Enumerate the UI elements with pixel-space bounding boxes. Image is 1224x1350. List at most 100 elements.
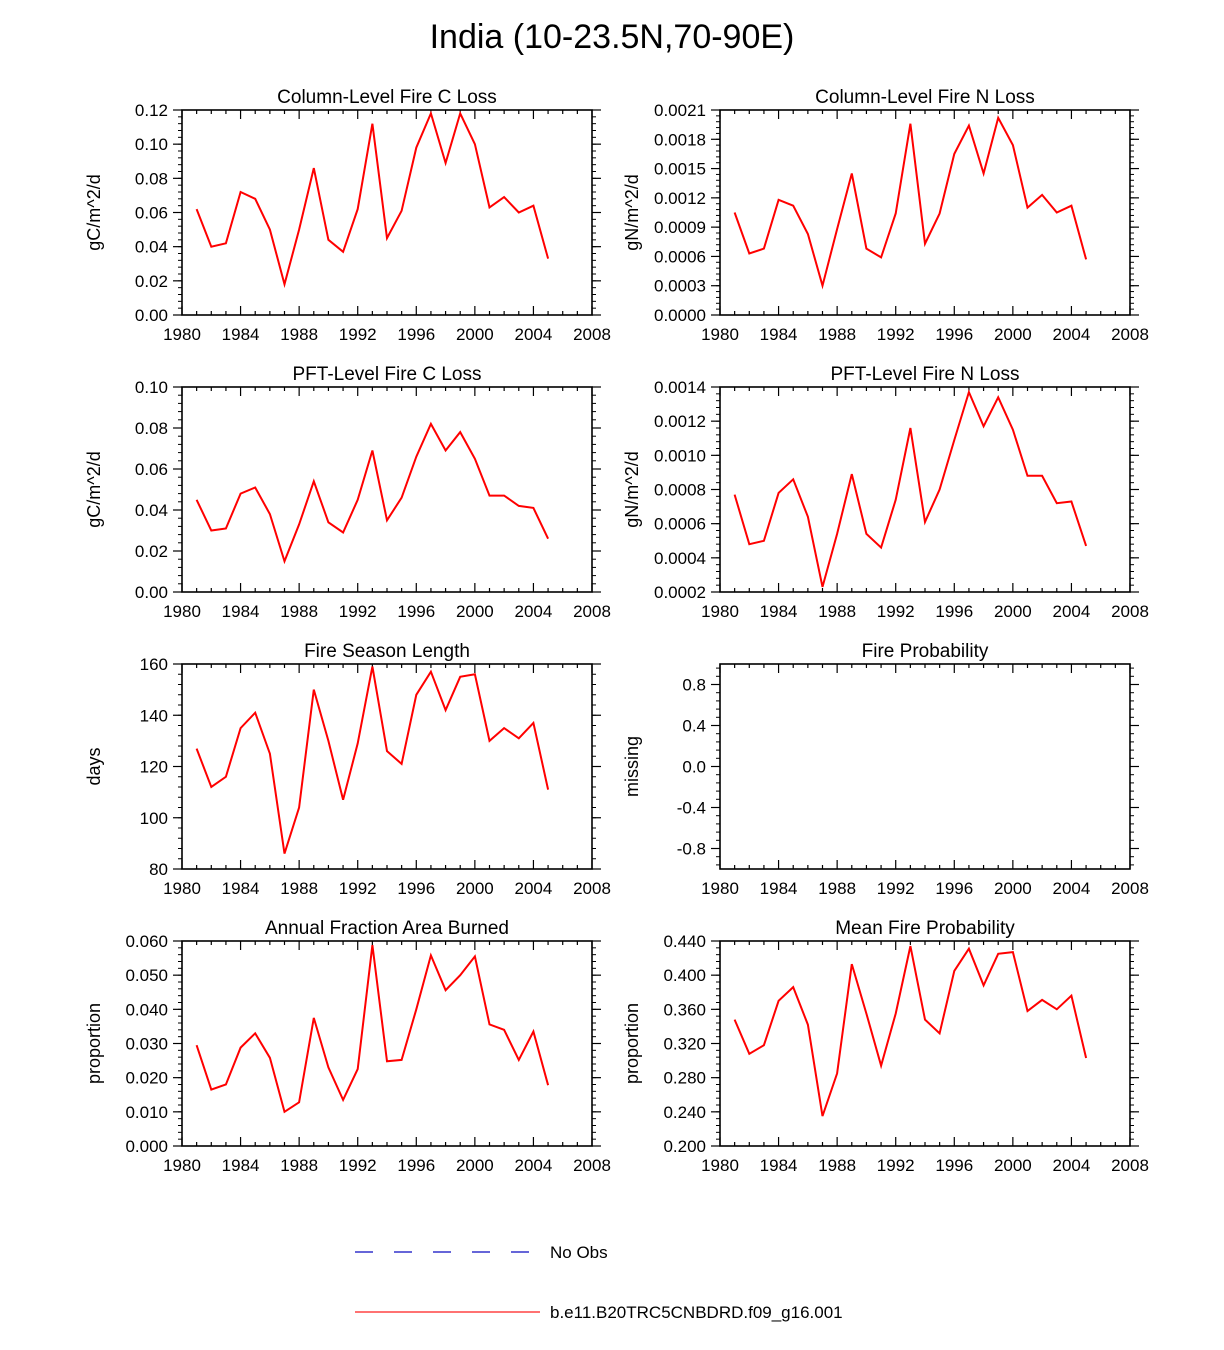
y-tick-label: 0.0015 (654, 160, 706, 179)
x-tick-label: 1980 (163, 325, 201, 344)
y-tick-label: 0.02 (135, 542, 168, 561)
legend-label: b.e11.B20TRC5CNBDRD.f09_g16.001 (550, 1303, 843, 1322)
y-axis-label: missing (622, 736, 642, 797)
plot-frame (719, 663, 1131, 870)
chart-panel-8: Mean Fire Probability 1980 1984 1988 1992 199… (622, 918, 1149, 1175)
y-tick-label: 0.0006 (654, 247, 706, 266)
y-tick-label: 0.400 (663, 966, 706, 985)
y-tick-label: 0.0006 (654, 515, 706, 534)
y-tick-label: 0.050 (125, 966, 168, 985)
chart-panel-2: Column-Level Fire N Loss 1980 1984 1988 1992… (622, 87, 1149, 344)
x-tick-label: 2000 (994, 325, 1032, 344)
x-tick-label: 1984 (760, 879, 798, 898)
y-axis-label: gN/m^2/d (622, 174, 642, 250)
x-tick-label: 2004 (515, 1156, 553, 1175)
x-tick-label: 2004 (1053, 325, 1091, 344)
y-tick-label: 0.0012 (654, 412, 706, 431)
y-tick-label: 0.12 (135, 101, 168, 120)
y-axis-label: days (84, 747, 104, 785)
y-tick-label: 0.10 (135, 135, 168, 154)
y-tick-label: 0.0014 (654, 378, 706, 397)
series-line (733, 115, 1088, 290)
y-tick-label: 0.000 (125, 1137, 168, 1156)
x-tick-label: 1992 (877, 879, 915, 898)
series-line (195, 421, 550, 565)
y-tick-label: 0.0004 (654, 549, 706, 568)
y-tick-label: -0.8 (677, 840, 706, 859)
x-tick-label: 1992 (339, 325, 377, 344)
x-tick-label: 1988 (818, 602, 856, 621)
x-tick-label: 2004 (1053, 602, 1091, 621)
chart-panel-5: Fire Season Length 1980 1984 1988 1992 1996 20… (84, 641, 611, 898)
x-tick-label: 1980 (701, 602, 739, 621)
x-tick-label: 1984 (760, 1156, 798, 1175)
x-tick-label: 1984 (760, 602, 798, 621)
x-tick-label: 1992 (877, 1156, 915, 1175)
x-tick-label: 1988 (818, 879, 856, 898)
x-tick-label: 2008 (1111, 1156, 1149, 1175)
y-tick-label: 140 (140, 706, 168, 725)
plot-frame (181, 386, 593, 593)
x-tick-label: 1980 (701, 1156, 739, 1175)
x-tick-label: 1996 (397, 602, 435, 621)
x-tick-label: 2008 (1111, 879, 1149, 898)
x-tick-label: 2000 (994, 1156, 1032, 1175)
plot-frame (181, 109, 593, 316)
x-tick-label: 1988 (818, 325, 856, 344)
chart-panel-6: Fire Probability 1980 1984 1988 1992 1996 2000… (622, 641, 1149, 898)
series-line (733, 389, 1088, 588)
y-tick-label: 0.010 (125, 1103, 168, 1122)
x-tick-label: 2004 (515, 325, 553, 344)
plot-frame (181, 663, 593, 870)
chart-title: PFT-Level Fire N Loss (831, 364, 1020, 385)
y-tick-label: 0.360 (663, 1000, 706, 1019)
y-axis-label: gN/m^2/d (622, 451, 642, 527)
y-tick-label: 0.440 (663, 932, 706, 951)
plot-frame (719, 109, 1131, 316)
y-tick-label: 0.0 (682, 758, 706, 777)
x-tick-label: 2004 (515, 602, 553, 621)
chart-title: PFT-Level Fire C Loss (293, 364, 482, 385)
x-tick-label: 1988 (280, 1156, 318, 1175)
chart-panel-4: PFT-Level Fire N Loss 1980 1984 1988 1992 199… (622, 364, 1149, 621)
y-tick-label: 0.020 (125, 1069, 168, 1088)
y-tick-label: 0.06 (135, 460, 168, 479)
x-tick-label: 2008 (573, 325, 611, 344)
y-tick-label: 0.0000 (654, 306, 706, 325)
x-tick-label: 2000 (456, 879, 494, 898)
x-tick-label: 1980 (163, 1156, 201, 1175)
x-tick-label: 1996 (935, 1156, 973, 1175)
page-title: India (10-23.5N,70-90E) (429, 18, 795, 56)
y-tick-label: 0.10 (135, 378, 168, 397)
y-tick-label: 0.00 (135, 306, 168, 325)
x-tick-label: 1988 (280, 325, 318, 344)
y-tick-label: 120 (140, 758, 168, 777)
x-tick-label: 1992 (877, 325, 915, 344)
y-tick-label: 0.0018 (654, 130, 706, 149)
y-tick-label: 0.0008 (654, 481, 706, 500)
x-tick-label: 2008 (1111, 325, 1149, 344)
x-tick-label: 1996 (397, 1156, 435, 1175)
y-tick-label: 0.8 (682, 676, 706, 695)
y-tick-label: 0.08 (135, 419, 168, 438)
chart-title: Fire Probability (862, 641, 989, 662)
x-tick-label: 1984 (222, 1156, 260, 1175)
x-tick-label: 1996 (935, 879, 973, 898)
y-tick-label: 0.060 (125, 932, 168, 951)
x-tick-label: 1996 (397, 325, 435, 344)
x-tick-label: 2008 (1111, 602, 1149, 621)
y-tick-label: 160 (140, 655, 168, 674)
series-line (195, 666, 550, 854)
x-tick-label: 1980 (701, 879, 739, 898)
x-tick-label: 2008 (573, 602, 611, 621)
series-line (195, 944, 550, 1114)
y-tick-label: 0.040 (125, 1000, 168, 1019)
x-tick-label: 2004 (1053, 1156, 1091, 1175)
chart-panel-1: Column-Level Fire C Loss 1980 1984 1988 1992… (84, 87, 611, 344)
y-tick-label: 0.00 (135, 583, 168, 602)
y-tick-label: 0.0012 (654, 189, 706, 208)
plot-frame (719, 940, 1131, 1147)
y-tick-label: 100 (140, 809, 168, 828)
chart-title: Mean Fire Probability (835, 918, 1015, 939)
